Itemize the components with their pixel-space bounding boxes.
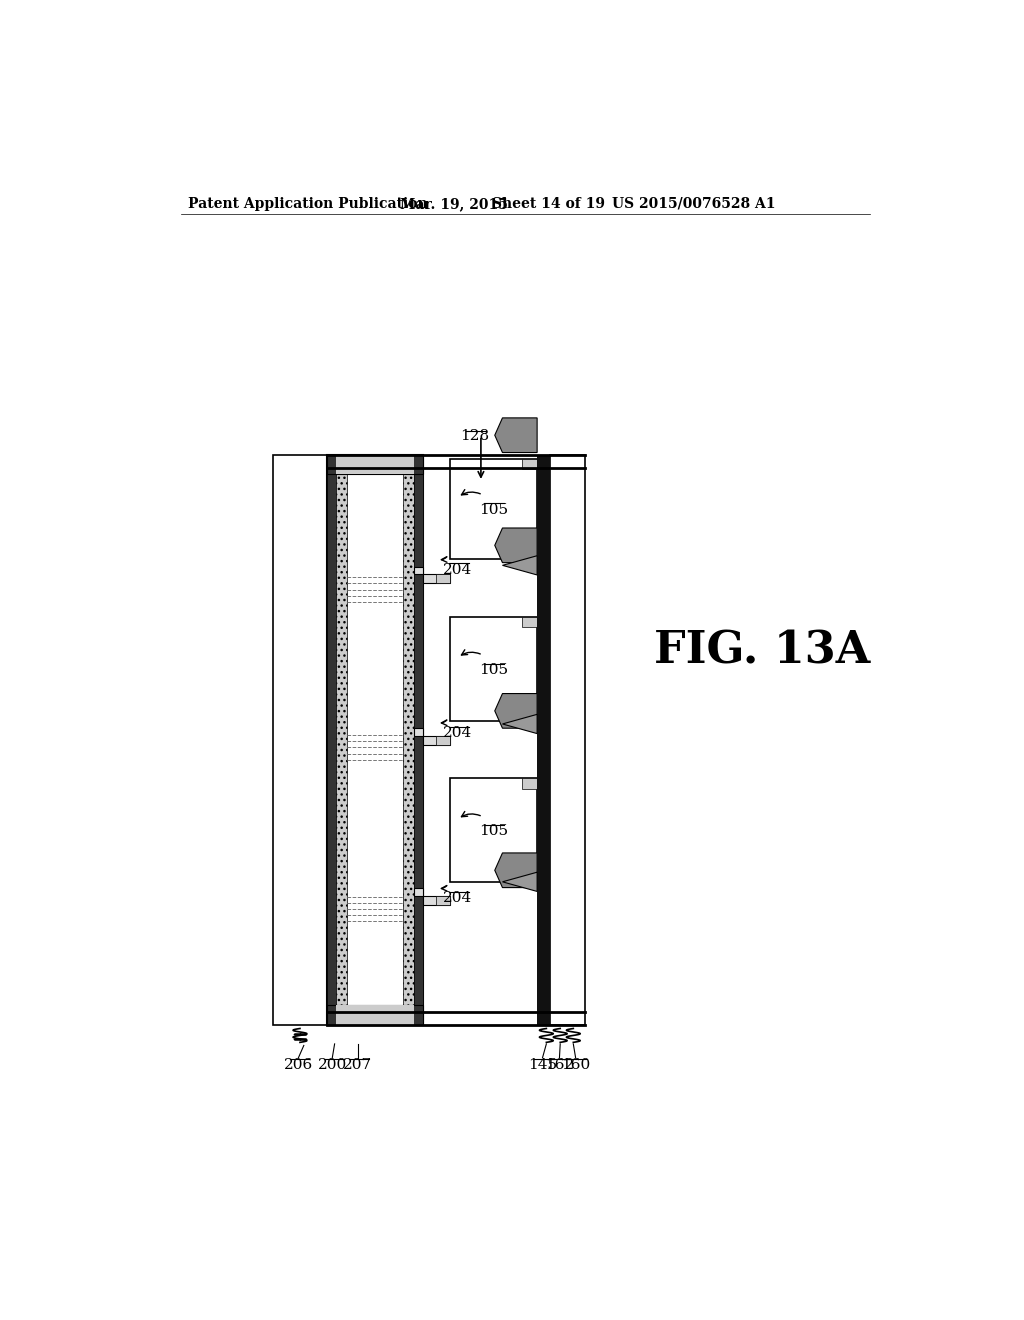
Bar <box>550 455 585 1024</box>
Text: Patent Application Publication: Patent Application Publication <box>188 197 428 211</box>
Polygon shape <box>495 418 538 453</box>
Text: Mar. 19, 2015: Mar. 19, 2015 <box>400 197 508 211</box>
Text: 204: 204 <box>443 726 472 741</box>
Text: 200: 200 <box>317 1057 347 1072</box>
Bar <box>521 871 538 882</box>
Text: 162: 162 <box>545 1057 574 1072</box>
Bar <box>521 616 538 627</box>
Bar <box>336 1006 414 1024</box>
Polygon shape <box>503 873 538 891</box>
Text: 206: 206 <box>284 1057 313 1072</box>
Text: 207: 207 <box>343 1057 373 1072</box>
Bar <box>451 779 538 882</box>
Bar <box>538 455 550 1024</box>
Bar <box>451 459 538 558</box>
Bar <box>521 459 538 470</box>
Text: 204: 204 <box>443 891 472 906</box>
Text: 105: 105 <box>479 503 508 516</box>
Text: Sheet 14 of 19: Sheet 14 of 19 <box>493 197 605 211</box>
Text: US 2015/0076528 A1: US 2015/0076528 A1 <box>611 197 775 211</box>
Text: 160: 160 <box>561 1057 590 1072</box>
Polygon shape <box>503 556 538 576</box>
Bar <box>336 455 347 1024</box>
Polygon shape <box>414 566 451 583</box>
Polygon shape <box>503 714 538 734</box>
Polygon shape <box>495 528 538 562</box>
Text: 105: 105 <box>479 663 508 677</box>
Text: 204: 204 <box>443 562 472 577</box>
Polygon shape <box>495 693 538 729</box>
Bar <box>327 1006 423 1024</box>
Text: 128: 128 <box>460 429 489 444</box>
Text: 105: 105 <box>479 825 508 838</box>
Bar <box>327 455 423 474</box>
Bar <box>521 710 538 721</box>
Text: 145: 145 <box>528 1057 557 1072</box>
Polygon shape <box>414 888 451 906</box>
Polygon shape <box>414 729 451 744</box>
Bar <box>436 737 451 744</box>
Bar <box>327 455 423 1024</box>
Text: FIG. 13A: FIG. 13A <box>654 630 870 673</box>
Bar <box>521 548 538 558</box>
Polygon shape <box>495 853 538 887</box>
Bar <box>403 455 414 1024</box>
Bar <box>436 574 451 583</box>
Bar <box>451 616 538 721</box>
Bar <box>327 455 336 1024</box>
Bar <box>414 455 423 1024</box>
Bar <box>521 779 538 789</box>
Bar <box>336 455 414 474</box>
Bar <box>273 455 327 1024</box>
Bar <box>436 896 451 906</box>
